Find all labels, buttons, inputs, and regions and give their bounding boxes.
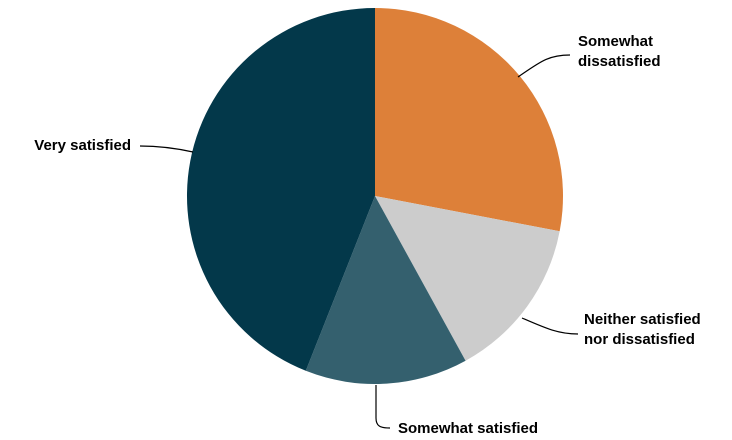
slice-label-line: Somewhat [578, 33, 653, 50]
slice-label-neither-satisfied-nor-dissatisfied: Neither satisfied nor dissatisfied [584, 311, 701, 348]
leader-lines [139, 54, 579, 429]
slice-label-very-satisfied: Very satisfied [34, 137, 131, 154]
slice-label-somewhat-dissatisfied: Somewhat dissatisfied [578, 33, 661, 70]
leader-line-somewhat-dissatisfied [517, 54, 571, 78]
slice-label-somewhat-satisfied: Somewhat satisfied [398, 420, 538, 437]
slice-label-line: Somewhat satisfied [398, 420, 538, 437]
pie-slice-very-satisfied [186, 7, 375, 371]
slice-labels: Somewhat dissatisfied Neither satisfied nor… [34, 33, 700, 437]
slice-label-line: nor dissatisfied [584, 331, 695, 348]
slice-label-line: dissatisfied [578, 53, 661, 70]
leader-line-very-satisfied [139, 145, 194, 153]
slice-label-line: Neither satisfied [584, 311, 701, 328]
slice-label-line: Very satisfied [34, 137, 131, 154]
leader-line-somewhat-satisfied [375, 385, 391, 429]
leader-line-neither-satisfied-nor-dissatisfied [521, 317, 579, 335]
pie-slices [186, 7, 564, 385]
pie-slice-somewhat-satisfied [305, 196, 466, 385]
pie-slice-neither-satisfied-nor-dissatisfied [375, 196, 560, 361]
pie-slice-somewhat-dissatisfied [375, 8, 564, 232]
